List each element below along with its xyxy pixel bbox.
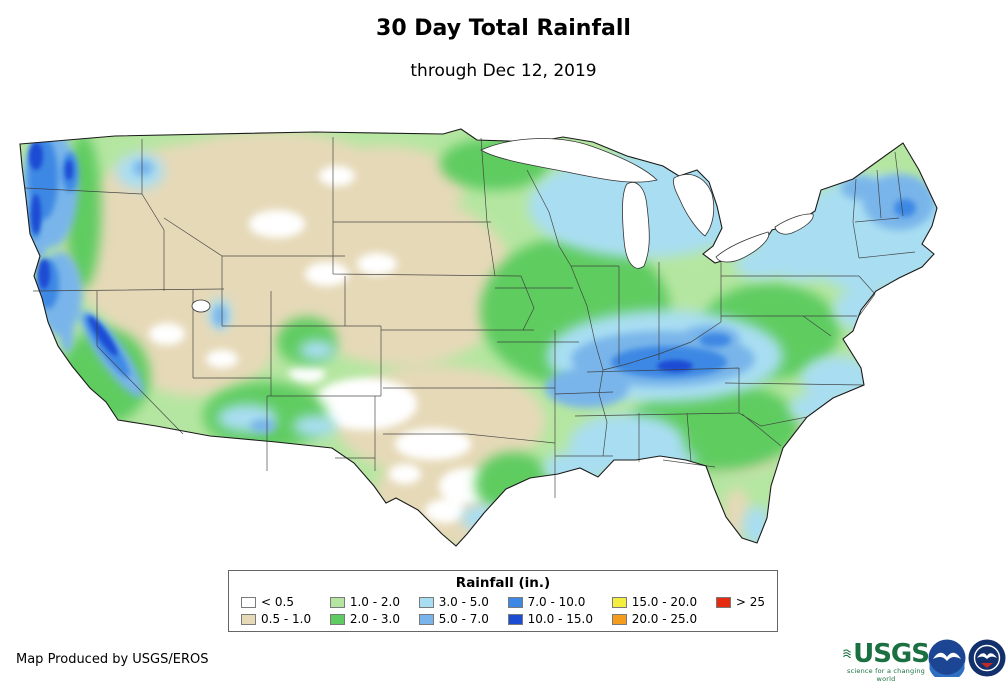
rainfall-layers [20, 129, 937, 546]
legend-label: 10.0 - 15.0 [527, 612, 593, 626]
us-rainfall-map [15, 126, 940, 566]
legend-item: 2.0 - 3.0 [329, 612, 400, 626]
legend-swatch [611, 613, 627, 625]
lake-superior [480, 138, 658, 183]
legend-item: 10.0 - 15.0 [507, 612, 593, 626]
legend-label: 15.0 - 20.0 [631, 595, 698, 609]
legend-column: 15.0 - 20.0 20.0 - 25.0 [611, 595, 698, 626]
map-legend: Rainfall (in.) < 0.5 0.5 - 1.0 1.0 - 2.0 2.… [228, 570, 778, 632]
lake-ontario [774, 213, 814, 235]
legend-swatch [611, 596, 627, 608]
legend-item: 7.0 - 10.0 [507, 595, 593, 609]
legend-swatch [329, 596, 345, 608]
legend-swatch [507, 613, 523, 625]
legend-label: 5.0 - 7.0 [438, 612, 489, 626]
nws-logo-icon [968, 639, 1006, 677]
legend-item: 15.0 - 20.0 [611, 595, 698, 609]
legend-label: 20.0 - 25.0 [631, 612, 698, 626]
legend-item: 5.0 - 7.0 [418, 612, 489, 626]
legend-item: 20.0 - 25.0 [611, 612, 698, 626]
page-title: 30 Day Total Rainfall [376, 16, 631, 41]
lake-erie [715, 231, 770, 263]
great-lakes [191, 138, 814, 313]
page-subtitle: through Dec 12, 2019 [410, 61, 597, 81]
legend-column: 7.0 - 10.0 10.0 - 15.0 [507, 595, 593, 626]
legend-swatch [715, 596, 731, 608]
legend-item: > 25 [715, 595, 765, 609]
legend-label: > 25 [735, 595, 765, 609]
usgs-logo: USGS science for a changing world [843, 639, 930, 683]
us-outline [19, 128, 938, 547]
legend-label: 1.0 - 2.0 [349, 595, 400, 609]
noaa-logo-icon [928, 639, 966, 677]
legend-title: Rainfall (in.) [455, 575, 551, 591]
legend-item: 3.0 - 5.0 [418, 595, 489, 609]
usgs-logo-text: USGS [853, 639, 930, 669]
legend-swatch [507, 596, 523, 608]
legend-label: 0.5 - 1.0 [261, 612, 312, 626]
lake-huron [673, 174, 715, 237]
legend-label: 7.0 - 10.0 [527, 595, 586, 609]
legend-item: < 0.5 [241, 595, 311, 609]
legend-item: 1.0 - 2.0 [329, 595, 400, 609]
legend-column: < 0.5 0.5 - 1.0 [241, 595, 311, 626]
legend-column: > 25 [715, 595, 765, 626]
usgs-wave-icon [843, 649, 852, 658]
legend-column: 1.0 - 2.0 2.0 - 3.0 [329, 595, 400, 626]
lake-michigan [622, 182, 650, 269]
us-rainfall-map-svg [19, 128, 938, 547]
legend-swatch [329, 613, 345, 625]
legend-label: 3.0 - 5.0 [438, 595, 489, 609]
legend-swatch [418, 596, 434, 608]
great-salt-lake [191, 299, 211, 313]
legend-label: < 0.5 [261, 595, 294, 609]
state-borders [24, 137, 916, 498]
legend-items: < 0.5 0.5 - 1.0 1.0 - 2.0 2.0 - 3.0 3.0 - 5.… [241, 595, 765, 626]
usgs-tagline: science for a changing world [847, 667, 925, 683]
legend-swatch [241, 613, 256, 625]
rain-layer-darkblue [29, 142, 693, 372]
legend-swatch [418, 613, 434, 625]
legend-column: 3.0 - 5.0 5.0 - 7.0 [418, 595, 489, 626]
legend-item: 0.5 - 1.0 [241, 612, 311, 626]
legend-swatch [241, 596, 256, 608]
legend-label: 2.0 - 3.0 [349, 612, 400, 626]
map-credit: Map Produced by USGS/EROS [16, 652, 209, 667]
